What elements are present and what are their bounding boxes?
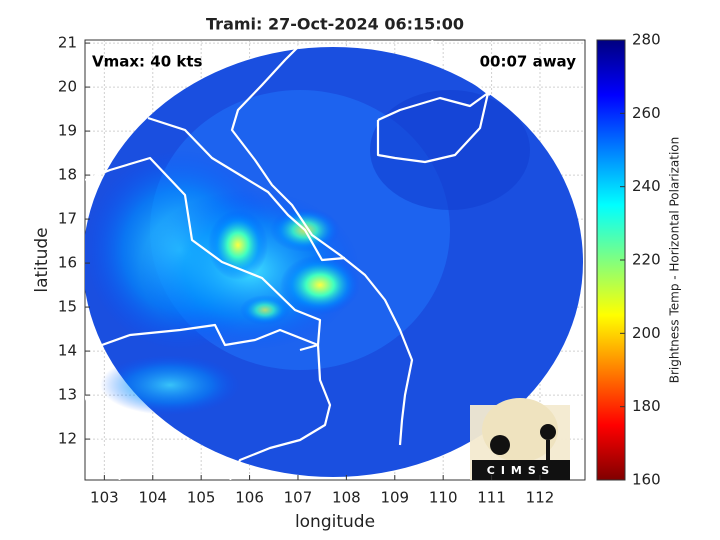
y-tick-label: 15 [58, 298, 77, 316]
colorbar-tick-label: 260 [632, 104, 661, 122]
y-tick-label: 19 [58, 122, 77, 140]
cloud-region [370, 90, 530, 210]
annotation: Vmax: 40 kts [92, 53, 202, 71]
coastlines [85, 40, 491, 480]
y-tick-label: 20 [58, 78, 77, 96]
colorbar-tick-label: 180 [632, 397, 661, 415]
logo-dish [490, 435, 510, 455]
axes: 103 104 105 106 107 108 109 110 111 112 12 13 14 15 16… [58, 34, 554, 507]
y-tick-label: 17 [58, 210, 77, 228]
x-tick-label: 110 [429, 489, 458, 507]
heatmap: CIMSS [85, 40, 583, 480]
x-tick-label: 105 [187, 489, 216, 507]
y-tick-label: 18 [58, 166, 77, 184]
cloud-region [100, 355, 240, 415]
colorbar-label: Brightness Temp - Horizontal Polarizatio… [668, 137, 682, 384]
y-tick-label: 14 [58, 342, 77, 360]
logo-tower [540, 424, 556, 440]
y-tick-label: 13 [58, 386, 77, 404]
colorbar-tick-label: 200 [632, 324, 661, 342]
x-tick-label: 104 [138, 489, 167, 507]
y-tick-label: 21 [58, 34, 77, 52]
logo-text: CIMSS [487, 464, 555, 477]
logo-band [472, 460, 570, 480]
annotation: 00:07 away [480, 53, 577, 71]
chart-title: Trami: 27-Oct-2024 06:15:00 [206, 15, 464, 34]
y-axis-label: latitude [32, 227, 52, 292]
cloud-core [240, 295, 290, 325]
x-tick-label: 106 [235, 489, 264, 507]
colorbar-tick-label: 280 [632, 31, 661, 49]
cloud-core [280, 255, 360, 315]
x-tick-label: 107 [284, 489, 313, 507]
x-tick-label: 112 [526, 489, 555, 507]
colorbar-tick-label: 220 [632, 251, 661, 269]
x-tick-label: 111 [477, 489, 506, 507]
colorbar-tick-label: 240 [632, 177, 661, 195]
x-tick-label: 109 [380, 489, 409, 507]
x-tick-label: 103 [90, 489, 119, 507]
x-axis-label: longitude [295, 512, 375, 532]
y-tick-label: 16 [58, 254, 77, 272]
x-tick-label: 108 [332, 489, 361, 507]
logo-tower [546, 440, 550, 460]
y-tick-label: 12 [58, 430, 77, 448]
colorbar-tick-label: 160 [632, 471, 661, 489]
